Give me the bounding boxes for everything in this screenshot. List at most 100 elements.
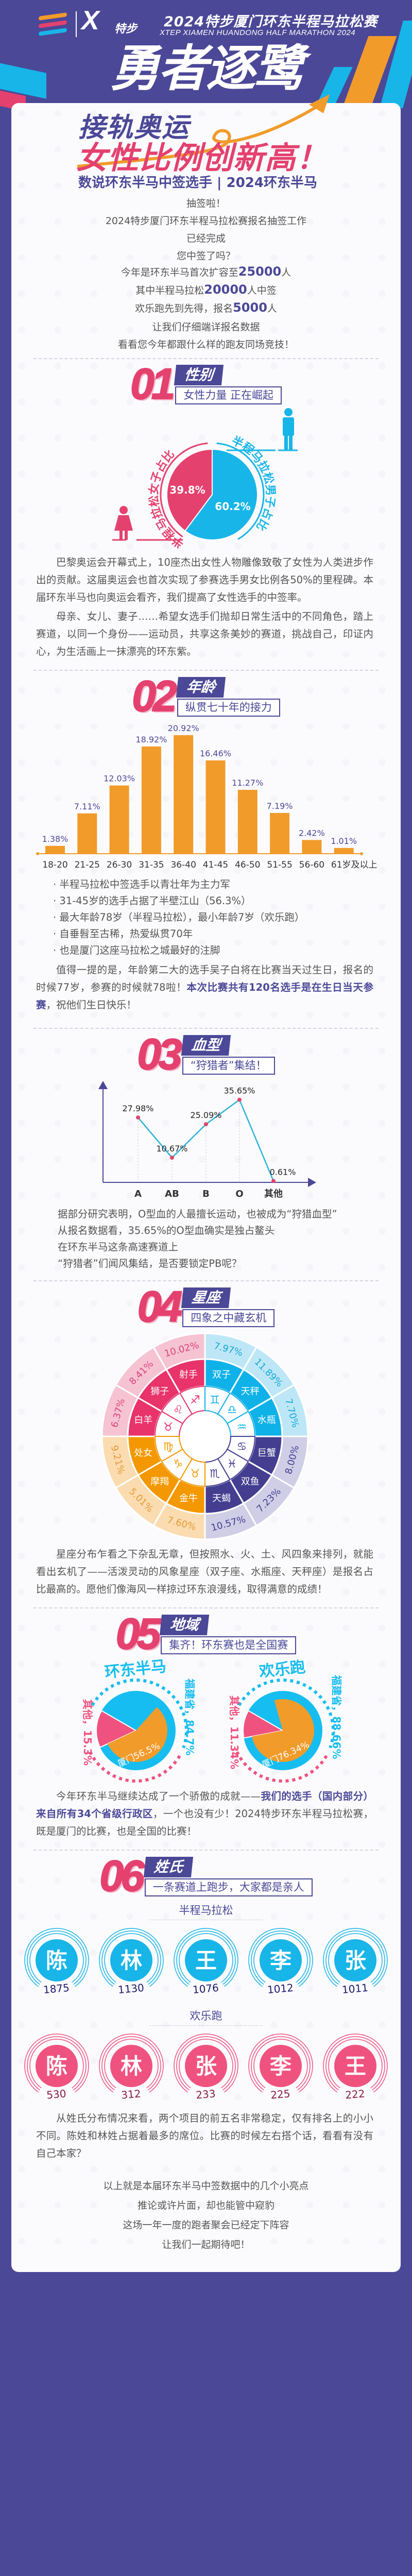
bar-value-label: 1.01% [331, 836, 357, 846]
xtep-logo-icon: X [81, 6, 99, 36]
event-title-en: XTEP XIAMEN HUANDONG HALF MARATHON 2024 [160, 28, 356, 37]
surname-group-title: 欢乐跑 [190, 2010, 222, 2022]
surname-badge: 林 312 [99, 2033, 164, 2102]
badge-ring [99, 2033, 164, 2093]
other-label: 其他，11.34% [228, 1696, 241, 1769]
point-value-label: 27.98% [122, 1104, 153, 1113]
section-divider [33, 1280, 379, 1281]
slogan-calligraphy: 勇者逐鹭 [110, 39, 303, 97]
zodiac-name-label: 金牛 [179, 1493, 198, 1504]
section-subtitle: 集齐！环东赛也是全国赛 [161, 1636, 297, 1654]
age-bullet: · 也是厦门这座马拉松之城最好的注脚 [53, 944, 220, 956]
surname-badge: 林 1130 [99, 1928, 164, 1996]
zodiac-name-label: 天蝎 [212, 1493, 231, 1504]
surname-char: 张 [195, 2054, 217, 2079]
intro-text: 人 [267, 303, 277, 314]
age-bullet: · 31-45岁的选手占据了半壁江山（56.3%） [53, 895, 251, 907]
badge-ring [176, 1930, 236, 1985]
badge-ring [24, 1928, 89, 1987]
badge-ring [323, 2033, 388, 2093]
point-value-label: 25.09% [190, 1110, 221, 1120]
surname-char: 林 [121, 2054, 142, 2079]
surname-char: 李 [270, 2054, 291, 2079]
zodiac-name-label: 巨蟹 [258, 1448, 276, 1459]
surname-badge: 王 1076 [174, 1928, 238, 1996]
x-tick-label: 其他 [264, 1188, 283, 1199]
bullet-text: 半程马拉松中签选手以青壮年为主力军 [59, 878, 230, 890]
zodiac-symbol-icon: ♍ [163, 1440, 174, 1453]
surname-count: 225 [270, 2087, 290, 2101]
surname-group-title: 半程马拉松 [179, 1904, 233, 1917]
zodiac-name-label: 白羊 [134, 1415, 152, 1426]
bar [237, 790, 258, 854]
bar [302, 840, 322, 854]
surname-count: 1875 [43, 1981, 70, 1996]
section-number: 06 [99, 1852, 145, 1900]
intro-line: 其中半程马拉松20000人中签 [0, 282, 412, 297]
badge-ring [27, 2036, 87, 2091]
section-divider [33, 358, 379, 359]
bar [270, 812, 290, 854]
surname-char: 陈 [46, 2054, 67, 2079]
surname-badge: 张 1011 [323, 1928, 388, 1996]
bar-value-label: 18.92% [135, 735, 167, 744]
female-value: 39.8% [169, 484, 205, 496]
bar [174, 735, 194, 854]
zodiac-symbol-icon: ♐ [190, 1394, 200, 1407]
bar-value-label: 7.11% [74, 802, 100, 811]
section-title: 星座 [181, 1287, 231, 1308]
section-header-region: 05 地域 集齐！环东赛也是全国赛 [0, 1612, 412, 1656]
badge-circle [334, 1939, 376, 1981]
intro-line: 看看您今年都跟什么样的跑友同场竞技！ [117, 339, 294, 350]
dashed-ring-blue [237, 1679, 335, 1749]
paragraph-text: ，一个也没有少！2024特步环东半程马拉松赛，既是厦门的比赛，也是全国的比赛！ [36, 1808, 373, 1837]
gender-paragraph: 巴黎奥运会开幕式上，10座杰出女性人物雕像致敬了女性为人类进步作出的贡献。这届奥… [36, 556, 373, 603]
male-arc [216, 442, 265, 540]
surname-count: 1076 [192, 1981, 219, 1996]
zodiac-symbol-icon: ♏ [210, 1467, 220, 1480]
male-figure-icon [283, 408, 294, 450]
section-number: 02 [131, 672, 177, 720]
y-axis-arrow-icon [98, 1081, 108, 1089]
data-point [136, 1115, 140, 1120]
surname-badge: 张 233 [174, 2033, 238, 2102]
badge-ring [325, 1930, 385, 1985]
bar [205, 760, 226, 854]
zodiac-name-label: 水瓶 [258, 1415, 276, 1426]
fujian-label: 福建省，84.7% [184, 1678, 196, 1755]
section-title: 性别 [174, 365, 224, 385]
x-tick-label: O [235, 1189, 243, 1199]
zodiac-symbol-segment [154, 1436, 184, 1462]
bar [109, 785, 129, 854]
badge-ring [174, 1928, 238, 1987]
badge-ring [248, 1928, 313, 1987]
x-tick-label: 26-30 [107, 860, 132, 870]
section-title: 血型 [181, 1035, 231, 1056]
badge-ring [27, 1930, 87, 1985]
bar-value-label: 7.19% [267, 801, 293, 811]
age-paragraph: 值得一提的是，年龄第二大的选手吴子白将在比赛当天过生日，报名的时候77岁，参赛的… [36, 961, 373, 1014]
x-tick-label: 61岁及以上 [331, 860, 377, 870]
bar-value-label: 12.03% [104, 774, 135, 784]
blood-line: “狩猎者”们闻风集结，是否要锁定PB呢？ [58, 1258, 242, 1269]
badge-ring [251, 2036, 311, 2091]
badge-ring [251, 1930, 311, 1985]
age-bullet: · 半程马拉松中签选手以青壮年为主力军 [53, 878, 230, 890]
badge-ring [104, 1933, 159, 1983]
section-header-age: 02 年龄 纵贯七十年的接力 [0, 672, 412, 720]
surname-count: 1012 [267, 1981, 294, 1996]
badge-ring [29, 2039, 84, 2089]
bullet-text: 最大年龄78岁（半程马拉松），最小年龄7岁（欢乐跑） [59, 911, 305, 923]
section-divider [33, 1028, 379, 1029]
data-point [170, 1155, 174, 1160]
surname-badge: 李 1012 [248, 1928, 313, 1996]
badge-ring [176, 2036, 236, 2091]
badge-ring [253, 2039, 308, 2089]
x-tick-label: 36-40 [170, 860, 196, 870]
bar [45, 845, 65, 854]
intro-line: 您中签了吗？ [176, 250, 235, 262]
x-tick-label: 31-35 [139, 860, 164, 870]
x-tick-label: B [202, 1189, 210, 1199]
blood-line: 据部分研究表明，O型血的人最擅长运动，也被成为“狩猎血型” [58, 1208, 337, 1220]
bullet-text: 自垂髫至古稀，热爱纵贯70年 [59, 928, 193, 940]
